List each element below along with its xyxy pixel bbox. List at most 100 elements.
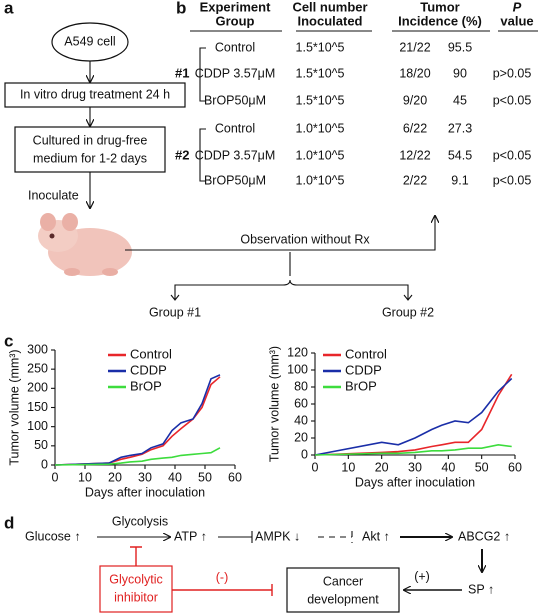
inhibitor-box bbox=[99, 565, 173, 613]
table-header: Group bbox=[216, 13, 255, 28]
legend-label: Control bbox=[345, 346, 387, 361]
table-cell: p<0.05 bbox=[493, 173, 532, 187]
inhibit-line bbox=[172, 584, 273, 596]
legend-label: CDDP bbox=[130, 362, 167, 377]
table-header: Tumor bbox=[420, 0, 459, 14]
table-cell: 9.1 bbox=[451, 173, 468, 187]
outcome-box bbox=[286, 567, 400, 613]
observation-text: Observation without Rx bbox=[240, 232, 370, 246]
table-cell: 1.0*10^5 bbox=[296, 121, 345, 135]
y-tick-label: 0 bbox=[301, 447, 308, 461]
x-tick-label: 60 bbox=[508, 460, 522, 474]
node-text: Glycolytic bbox=[109, 572, 162, 586]
series-line bbox=[314, 377, 513, 456]
inhibit-line bbox=[218, 531, 253, 543]
table-cell: 54.5 bbox=[448, 148, 472, 162]
table-header: Cell number bbox=[292, 0, 367, 14]
group-bracket bbox=[199, 47, 206, 102]
table-cell: BrOP50μM bbox=[204, 173, 266, 187]
table-cell: 9/20 bbox=[403, 93, 427, 107]
table-header: Incidence (%) bbox=[398, 13, 482, 28]
y-tick-label: 100 bbox=[27, 419, 48, 433]
x-tick-label: 30 bbox=[408, 460, 422, 474]
step-box bbox=[4, 82, 186, 108]
x-tick-label: 50 bbox=[198, 470, 212, 484]
node-text: inhibitor bbox=[114, 590, 158, 604]
node-text: ABCG2 ↑ bbox=[458, 529, 510, 543]
node-text: development bbox=[307, 592, 379, 606]
y-tick-label: 250 bbox=[27, 361, 48, 375]
node-text: Cancer bbox=[323, 574, 363, 588]
inhibit-dashed bbox=[318, 531, 353, 543]
node-text: SP ↑ bbox=[468, 582, 494, 596]
table-cell: 12/22 bbox=[399, 148, 430, 162]
table-header: Inoculated bbox=[297, 13, 362, 28]
table-cell: p<0.05 bbox=[493, 148, 532, 162]
table-cell: 1.5*10^5 bbox=[296, 93, 345, 107]
table-cell: CDDP 3.57μM bbox=[195, 148, 276, 162]
inhibit-line bbox=[130, 546, 142, 566]
x-tick-label: 60 bbox=[228, 470, 242, 484]
mouse-illustration bbox=[38, 213, 132, 276]
legend-label: BrOP bbox=[130, 378, 162, 393]
group-bracket bbox=[199, 128, 206, 182]
y-tick-label: 60 bbox=[294, 396, 308, 410]
table-cell: 1.0*10^5 bbox=[296, 148, 345, 162]
table-cell: BrOP50μM bbox=[204, 93, 266, 107]
y-tick-label: 200 bbox=[27, 381, 48, 395]
step-text: In vitro drug treatment 24 h bbox=[20, 87, 170, 101]
y-tick-label: 0 bbox=[41, 457, 48, 471]
x-tick-label: 10 bbox=[78, 470, 92, 484]
table-header: value bbox=[500, 13, 533, 28]
edge-text: Glycolysis bbox=[112, 514, 168, 528]
legend-label: Control bbox=[130, 346, 172, 361]
panel-label: c bbox=[4, 331, 13, 350]
y-tick-label: 300 bbox=[27, 342, 48, 356]
table-cell: CDDP 3.57μM bbox=[195, 66, 276, 80]
split-brace bbox=[174, 252, 409, 300]
table-cell: 18/20 bbox=[399, 66, 430, 80]
node-text: Akt ↑ bbox=[362, 529, 390, 543]
panel-label: b bbox=[176, 0, 186, 17]
table-cell: p<0.05 bbox=[493, 93, 532, 107]
table-cell: Control bbox=[215, 40, 255, 54]
y-tick-label: 50 bbox=[34, 438, 48, 452]
x-tick-label: 40 bbox=[168, 470, 182, 484]
y-tick-label: 120 bbox=[287, 345, 308, 359]
charts: 0 50 100 150 200 250 300 0 10 20 30 40 50 60 Tumor vol… bbox=[7, 342, 522, 499]
x-tick-label: 0 bbox=[312, 460, 319, 474]
panel-label: a bbox=[4, 0, 14, 17]
table-cell: Control bbox=[215, 121, 255, 135]
y-tick-label: 150 bbox=[27, 400, 48, 414]
panel-label: d bbox=[4, 513, 14, 532]
table-cell: 21/22 bbox=[399, 40, 430, 54]
node-text: Glucose ↑ bbox=[25, 529, 81, 543]
table-cell: 27.3 bbox=[448, 121, 472, 135]
edge-text: (-) bbox=[216, 570, 229, 584]
y-tick-label: 80 bbox=[294, 379, 308, 393]
table-cell: 1.5*10^5 bbox=[296, 66, 345, 80]
inoculate-text: Inoculate bbox=[28, 188, 79, 202]
start-text: A549 cell bbox=[64, 34, 115, 48]
series-line bbox=[314, 443, 512, 456]
step-text: Cultured in drug-free bbox=[33, 133, 148, 147]
edge-text: (+) bbox=[414, 569, 430, 583]
group-label: #1 bbox=[175, 65, 189, 80]
step-text: medium for 1-2 days bbox=[33, 151, 147, 165]
x-tick-label: 50 bbox=[475, 460, 489, 474]
series-line bbox=[54, 376, 221, 466]
x-tick-label: 20 bbox=[375, 460, 389, 474]
table-cell: 6/22 bbox=[403, 121, 427, 135]
x-tick-label: 0 bbox=[52, 470, 59, 484]
node-text: AMPK ↓ bbox=[255, 529, 300, 543]
series-line bbox=[314, 373, 513, 456]
legend-label: BrOP bbox=[345, 378, 377, 393]
table-cell: 1.0*10^5 bbox=[296, 173, 345, 187]
observation-line bbox=[125, 216, 435, 251]
arrow-heads bbox=[170, 294, 413, 301]
table-header: Experiment bbox=[200, 0, 271, 14]
x-axis-label: Days after inoculation bbox=[85, 485, 205, 499]
legend-label: CDDP bbox=[345, 362, 382, 377]
y-axis-label: Tumor volume (mm³) bbox=[267, 346, 281, 462]
